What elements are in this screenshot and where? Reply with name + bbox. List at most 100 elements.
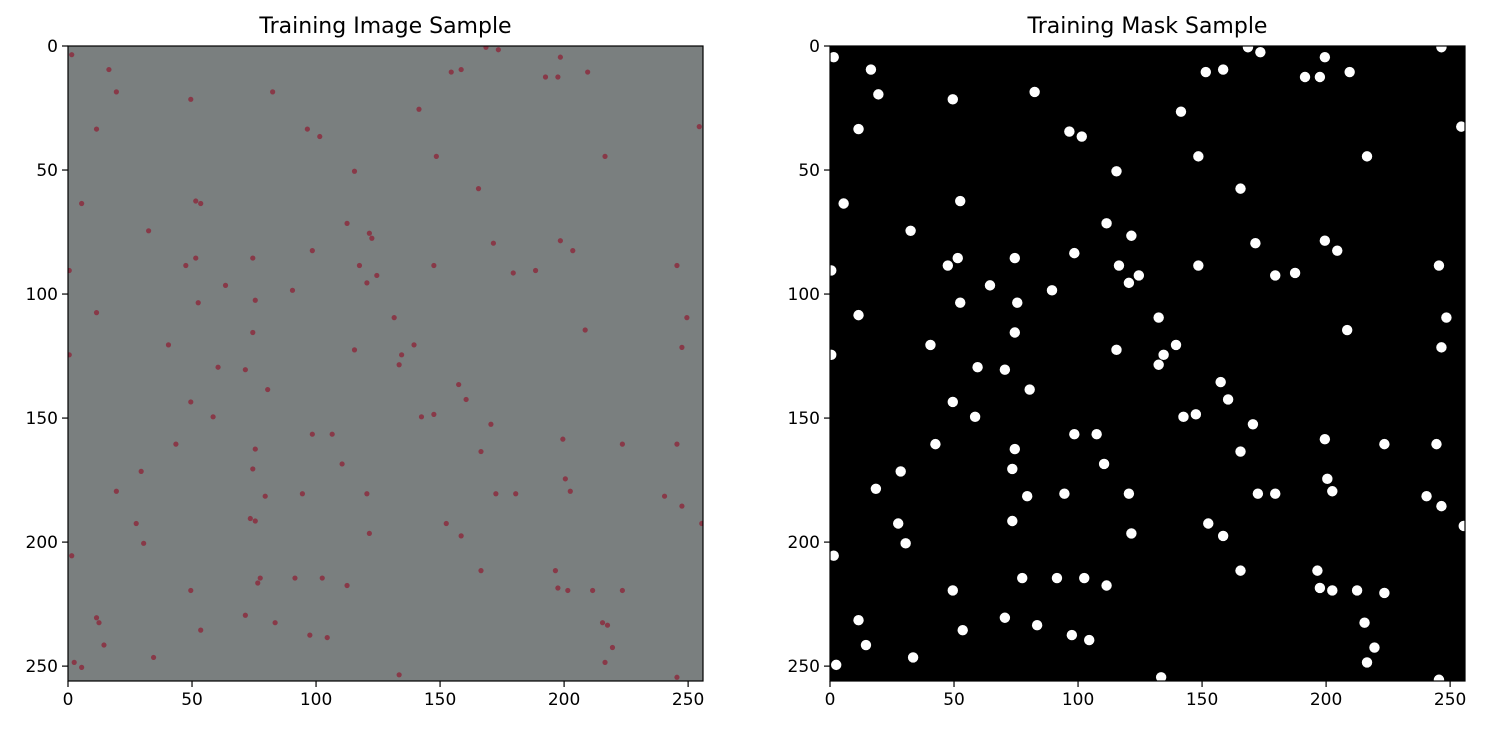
image-marker — [141, 540, 147, 546]
mask-marker — [1069, 247, 1080, 259]
mask-x-tick-label: 100 — [1062, 690, 1094, 710]
image-marker — [252, 297, 258, 303]
image-marker — [411, 342, 417, 348]
mask-marker — [830, 51, 839, 63]
image-marker — [79, 200, 85, 207]
image-marker — [396, 362, 402, 368]
image-y-axis: 0 50 100 150 200 250 — [26, 37, 68, 677]
mask-marker — [1091, 428, 1102, 440]
image-marker — [270, 89, 276, 95]
image-marker — [222, 282, 229, 288]
image-marker — [307, 632, 313, 638]
mask-marker — [955, 297, 966, 308]
mask-marker — [1379, 438, 1390, 450]
mask-marker — [1215, 376, 1226, 388]
mask-marker — [1351, 585, 1363, 596]
image-marker — [188, 96, 194, 102]
image-background — [68, 46, 703, 681]
image-marker — [674, 441, 680, 447]
mask-axes-frame — [829, 45, 1466, 682]
image-marker — [93, 126, 100, 132]
image-marker — [304, 126, 310, 132]
image-y-tick-label: 250 — [26, 657, 58, 677]
image-marker — [433, 153, 439, 159]
mask-y-axis: 0 50 100 150 200 250 — [788, 37, 830, 677]
mask-marker — [1319, 51, 1331, 63]
mask-marker — [1200, 66, 1211, 78]
mask-marker — [1193, 151, 1204, 162]
image-y-tick-label: 0 — [47, 37, 58, 57]
image-marker — [69, 52, 75, 58]
mask-marker — [1155, 672, 1167, 681]
image-y-tick-label: 200 — [26, 533, 58, 553]
mask-marker — [865, 64, 877, 75]
mask-marker — [1319, 235, 1331, 246]
mask-marker — [1235, 565, 1246, 576]
image-marker — [674, 674, 680, 680]
image-marker — [582, 327, 588, 333]
image-marker — [183, 262, 189, 269]
mask-marker — [1431, 438, 1442, 450]
mask-y-tick-label: 50 — [798, 161, 820, 181]
mask-marker — [1361, 657, 1373, 668]
mask-marker — [1433, 260, 1445, 271]
mask-marker — [1076, 131, 1087, 142]
image-marker — [247, 515, 253, 522]
mask-marker — [1436, 46, 1447, 53]
image-marker — [289, 287, 296, 293]
mask-marker — [1222, 394, 1234, 405]
image-x-tick-label: 0 — [63, 690, 74, 710]
mask-x-axis: 0 50 100 150 200 250 — [825, 681, 1466, 710]
mask-marker — [1101, 580, 1112, 591]
mask-marker — [1066, 629, 1078, 641]
image-marker — [602, 659, 608, 665]
image-marker — [68, 267, 72, 274]
image-marker — [478, 448, 484, 455]
image-marker — [69, 553, 75, 559]
image-marker — [188, 587, 194, 594]
image-marker — [456, 381, 462, 388]
image-marker — [590, 587, 596, 594]
image-marker — [604, 622, 611, 628]
mask-marker — [1009, 252, 1020, 264]
image-marker — [619, 587, 625, 594]
mask-marker — [1021, 491, 1033, 502]
image-marker — [165, 342, 172, 348]
image-marker — [351, 168, 358, 174]
image-marker — [513, 491, 519, 497]
image-marker — [272, 620, 278, 626]
mask-marker — [830, 349, 837, 361]
mask-marker — [1098, 458, 1110, 470]
mask-x-tick-label: 50 — [943, 690, 965, 710]
image-marker — [93, 310, 100, 316]
image-marker — [93, 615, 100, 621]
image-marker — [458, 533, 464, 539]
image-x-tick-label: 200 — [548, 690, 580, 710]
image-marker — [557, 54, 563, 60]
mask-marker — [1299, 71, 1311, 83]
mask-marker — [1111, 166, 1122, 177]
mask-marker — [1217, 64, 1229, 75]
image-marker — [560, 436, 566, 442]
image-marker — [619, 441, 625, 447]
mask-marker — [1332, 245, 1343, 256]
mask-marker — [1170, 339, 1182, 351]
mask-marker — [942, 260, 954, 271]
image-marker — [344, 582, 350, 589]
training-image-panel: 0 50 100 150 200 250 0 50 100 150 200 250 Training… — [26, 14, 705, 710]
image-marker — [150, 654, 157, 661]
mask-marker — [957, 624, 968, 636]
mask-marker — [1436, 342, 1447, 353]
mask-x-tick-label: 150 — [1186, 690, 1218, 710]
mask-marker — [1270, 488, 1281, 499]
mask-marker — [830, 265, 837, 276]
mask-marker — [1379, 587, 1390, 599]
image-marker — [399, 352, 405, 358]
mask-marker — [1051, 572, 1063, 584]
mask-marker — [1009, 443, 1020, 455]
image-marker — [609, 644, 616, 651]
image-marker — [699, 520, 703, 527]
mask-marker — [969, 411, 981, 423]
mask-marker — [1059, 488, 1070, 499]
image-marker — [599, 620, 606, 626]
